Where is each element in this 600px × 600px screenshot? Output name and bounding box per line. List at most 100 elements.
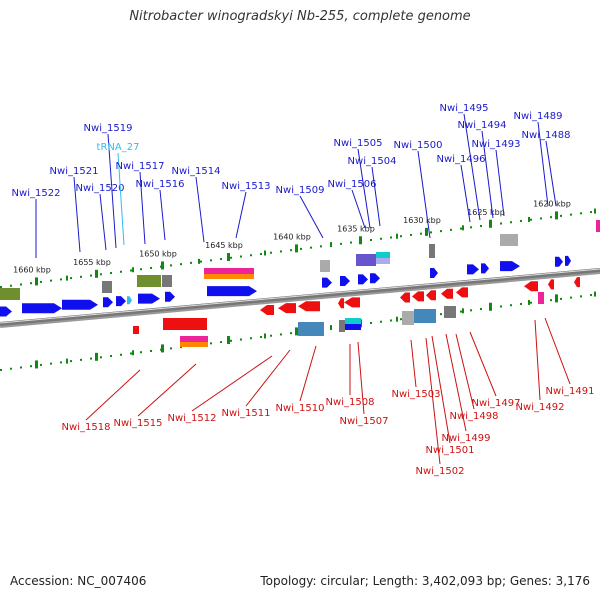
scale-dot	[530, 301, 532, 304]
scale-dot	[60, 278, 62, 281]
forward-gene-arrow	[565, 255, 571, 266]
scale-minor-tick	[66, 275, 68, 281]
scale-dot	[290, 332, 292, 335]
scale-dot	[520, 302, 522, 305]
scale-label: 1635 kbp	[337, 224, 375, 233]
scale-dot	[120, 270, 122, 273]
forward-gene-arrow	[62, 299, 98, 310]
scale-dot	[220, 258, 222, 261]
scale-minor-tick	[66, 358, 68, 364]
feature-block	[204, 268, 254, 274]
scale-tick	[425, 227, 428, 236]
scale-dot	[380, 320, 382, 323]
reverse-gene-arrow	[298, 301, 320, 312]
label-leader-line	[469, 331, 497, 397]
scale-minor-tick	[462, 225, 464, 231]
backbone-highlight	[0, 268, 600, 324]
gene-label-bottom: Nwi_1498	[450, 411, 499, 422]
forward-gene-arrow	[555, 256, 563, 267]
feature-block	[180, 342, 208, 347]
scale-dot	[190, 261, 192, 264]
gene-label-bottom: Nwi_1515	[114, 418, 163, 429]
forward-gene-arrow	[165, 291, 175, 302]
scale-dot	[100, 273, 102, 276]
forward-gene-arrow	[138, 293, 160, 304]
feature-block	[162, 275, 172, 287]
feature-block	[298, 322, 324, 336]
label-leader-line	[357, 148, 371, 229]
gene-label-top: Nwi_1509	[276, 185, 325, 196]
gene-label-top: Nwi_1500	[394, 140, 443, 151]
label-leader-line	[455, 333, 475, 410]
label-leader-line	[431, 335, 451, 444]
forward-gene-arrow	[322, 277, 332, 288]
scale-dot	[60, 361, 62, 364]
label-leader-line	[235, 191, 247, 239]
feature-block	[345, 324, 361, 330]
scale-minor-tick	[330, 242, 332, 248]
scale-dot	[400, 235, 402, 238]
reverse-gene-arrow	[548, 279, 554, 290]
feature-block	[320, 260, 330, 272]
scale-dot	[180, 346, 182, 349]
label-leader-line	[463, 113, 481, 221]
scale-dot	[590, 211, 592, 214]
feature-block	[133, 326, 139, 334]
reverse-gene-arrow	[441, 288, 453, 299]
scale-dot	[70, 360, 72, 363]
gene-label-top: Nwi_1521	[50, 166, 99, 177]
feature-block	[376, 252, 390, 258]
feature-block	[163, 318, 207, 330]
scale-dot	[530, 218, 532, 221]
scale-dot	[280, 333, 282, 336]
gene-label-bottom: Nwi_1491	[546, 386, 595, 397]
scale-dot	[520, 219, 522, 222]
scale-dot	[10, 367, 12, 370]
gene-label-bottom: Nwi_1499	[442, 433, 491, 444]
feature-block	[137, 275, 161, 287]
scale-label: 1620 kbp	[533, 199, 571, 208]
scale-dot	[110, 355, 112, 358]
gene-label-bottom: Nwi_1508	[326, 397, 375, 408]
feature-block	[429, 244, 435, 258]
scale-dot	[580, 295, 582, 298]
label-leader-line	[299, 345, 317, 402]
scale-tick	[295, 327, 298, 336]
scale-dot	[500, 222, 502, 225]
scale-dot	[350, 241, 352, 244]
reverse-gene-arrow	[426, 290, 436, 301]
scale-dot	[460, 310, 462, 313]
feature-block	[180, 336, 208, 342]
feature-block	[538, 292, 544, 304]
feature-block	[204, 274, 254, 279]
scale-dot	[560, 214, 562, 217]
gene-label-top: Nwi_1488	[522, 130, 571, 141]
gene-label-top: Nwi_1496	[437, 154, 486, 165]
gene-label-top: Nwi_1520	[76, 183, 125, 194]
scale-dot	[250, 254, 252, 257]
accession-text: Accession: NC_007406	[10, 574, 147, 588]
scale-dot	[550, 299, 552, 302]
gene-label-top: Nwi_1513	[222, 181, 271, 192]
reverse-gene-arrow	[574, 277, 580, 288]
scale-tick	[227, 253, 230, 262]
scale-dot	[540, 217, 542, 220]
gene-label-bottom: Nwi_1518	[62, 422, 111, 433]
scale-dot	[180, 263, 182, 266]
scale-dot	[240, 338, 242, 341]
scale-dot	[410, 233, 412, 236]
gene-label-bottom: Nwi_1510	[276, 403, 325, 414]
scale-dot	[120, 353, 122, 356]
gene-label-top: Nwi_1506	[328, 179, 377, 190]
scale-minor-tick	[462, 308, 464, 314]
scale-tick	[35, 360, 38, 369]
scale-dot	[300, 247, 302, 250]
scale-dot	[20, 366, 22, 369]
label-leader-line	[85, 369, 141, 421]
scale-dot	[80, 358, 82, 361]
scale-minor-tick	[132, 350, 134, 356]
label-leader-line	[425, 337, 441, 465]
scale-label: 1645 kbp	[205, 241, 243, 250]
gene-label-bottom: Nwi_1492	[516, 402, 565, 413]
